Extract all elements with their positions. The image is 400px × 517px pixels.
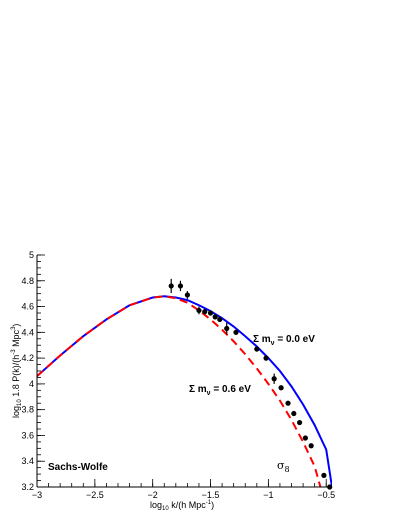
data-point [184, 292, 190, 298]
x-tick-label: −3 [32, 490, 42, 500]
x-tick-label: −2.5 [86, 490, 104, 500]
series-line-dashed-red [37, 295, 322, 487]
y-tick-label: 3.2 [21, 482, 34, 492]
axes-layer: −3 −2.5 −2 −1.5 −1 −0.5 3.2 3.4 3.6 3.8 4 4.2 4.4 4.6… [21, 250, 335, 500]
data-point [202, 309, 208, 315]
data-point [308, 443, 314, 449]
data-point [302, 435, 308, 441]
x-tick-label: −1 [263, 490, 273, 500]
data-point [278, 385, 284, 391]
data-point [233, 329, 239, 335]
curves-layer [37, 295, 332, 487]
mnu-0-post: = 0.0 eV [275, 334, 316, 345]
y-tick-label: 4.6 [21, 302, 34, 312]
y-tick-label: 4.8 [21, 276, 34, 286]
y-tick-label: 5 [29, 250, 34, 260]
y-tick-label: 4.2 [21, 353, 34, 363]
data-point [168, 283, 174, 289]
data-point [224, 325, 230, 332]
x-tick-label: −2 [148, 490, 158, 500]
y-tick-label: 3.4 [21, 456, 34, 466]
data-points-layer [168, 278, 333, 490]
data-point [291, 410, 297, 417]
y-tick-label: 4.4 [21, 327, 34, 337]
data-point [321, 472, 327, 478]
data-point [285, 400, 291, 406]
y-tick-label: 3.6 [21, 430, 34, 440]
data-point [207, 310, 214, 316]
sigma8-symbol: σ [277, 459, 285, 472]
data-point [271, 376, 277, 382]
mnu-06-label: Σ mν = 0.6 eV [189, 384, 251, 397]
mnu-0-label: Σ mν = 0.0 eV [253, 334, 315, 347]
data-point [263, 355, 269, 361]
y-axis-title: log10 1.8 P(k)/(h-3 Mpc3) [11, 324, 23, 418]
x-tick-label: −0.5 [317, 490, 335, 500]
x-tick-label: −1.5 [202, 490, 220, 500]
mnu-0-pre: Σ m [253, 334, 271, 345]
sigma8-subscript: 8 [285, 465, 290, 474]
x-axis-title: log10 k/(h Mpc-1) [150, 500, 214, 512]
y-tick-label: 4 [29, 379, 34, 389]
data-point [297, 419, 303, 426]
mnu-06-pre: Σ m [189, 384, 207, 395]
data-point [212, 314, 218, 320]
data-point [177, 283, 184, 289]
y-tick-label: 3.8 [21, 405, 34, 415]
sachs-wolfe-label: Sachs-Wolfe [48, 462, 108, 473]
series-line-solid-blue [37, 295, 332, 487]
sigma8-label: σ8 [277, 459, 290, 474]
data-point [217, 316, 223, 323]
mnu-06-post: = 0.6 eV [211, 384, 252, 395]
mnu-06-sub: ν [207, 390, 211, 397]
mnu-0-sub: ν [271, 340, 275, 347]
data-point [254, 346, 260, 352]
data-point [196, 307, 202, 314]
